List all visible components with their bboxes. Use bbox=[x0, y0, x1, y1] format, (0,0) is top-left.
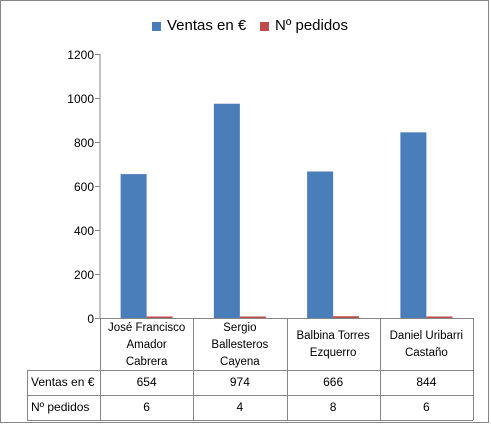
bar-ventas bbox=[213, 103, 240, 318]
y-tick-label: 1000 bbox=[67, 91, 94, 106]
x-category-label-line: Cayena bbox=[220, 355, 260, 368]
bar-pedidos bbox=[146, 316, 173, 318]
y-tick-label: 1200 bbox=[67, 47, 94, 62]
legend-item-pedidos: Nº pedidos bbox=[260, 15, 348, 37]
legend-label-pedidos: Nº pedidos bbox=[275, 17, 349, 34]
x-category-label: José Francisco Amador Cabrera bbox=[100, 320, 193, 371]
bar-ventas bbox=[120, 174, 147, 318]
y-tick-label: 600 bbox=[73, 179, 94, 194]
x-category-label: Sergio Ballesteros Cayena bbox=[193, 320, 286, 371]
table-cell: 6 bbox=[423, 400, 430, 414]
table-cell: 974 bbox=[229, 375, 250, 389]
y-tick-label: 0 bbox=[87, 311, 94, 326]
bar-ventas bbox=[400, 132, 427, 318]
table-row-label: Ventas en € bbox=[31, 375, 95, 389]
y-tick-label: 200 bbox=[73, 267, 94, 282]
x-category-label-line: Sergio bbox=[223, 321, 257, 334]
table-cell: 844 bbox=[416, 375, 437, 389]
table-cell: 8 bbox=[329, 400, 337, 414]
x-category-label-line: Cabrera bbox=[125, 355, 168, 368]
table-cell: 6 bbox=[143, 400, 150, 414]
x-category-label-line: Ballesteros bbox=[211, 338, 269, 351]
x-category-label-line: Ezquerro bbox=[309, 347, 357, 359]
x-category-label-line: Castaño bbox=[404, 347, 448, 359]
x-category-label: Daniel Uribarri Castaño bbox=[380, 328, 473, 362]
bar-pedidos bbox=[333, 316, 360, 318]
legend-label-ventas: Ventas en € bbox=[167, 17, 247, 34]
x-category-label-line: Balbina Torres bbox=[296, 330, 370, 342]
legend-swatch-ventas bbox=[152, 21, 161, 31]
x-category-label: Balbina Torres Ezquerro bbox=[287, 328, 380, 362]
table-row-label: Nº pedidos bbox=[31, 400, 90, 414]
legend-item-ventas: Ventas en € bbox=[152, 15, 246, 37]
x-category-label-line: Daniel Uribarri bbox=[389, 330, 464, 342]
y-tick-label: 400 bbox=[73, 223, 94, 238]
x-category-label-line: Amador bbox=[126, 338, 167, 351]
bar-pedidos bbox=[426, 316, 453, 318]
table-cell: 654 bbox=[136, 375, 157, 389]
table-cell: 666 bbox=[323, 375, 344, 389]
x-category-label-line: José Francisco bbox=[107, 321, 186, 334]
bar-pedidos bbox=[239, 316, 266, 318]
legend-swatch-pedidos bbox=[260, 21, 269, 31]
y-tick-label: 800 bbox=[73, 135, 94, 150]
table-cell: 4 bbox=[236, 400, 244, 414]
legend: Ventas en € Nº pedidos bbox=[0, 15, 491, 37]
bar-ventas bbox=[307, 171, 334, 318]
